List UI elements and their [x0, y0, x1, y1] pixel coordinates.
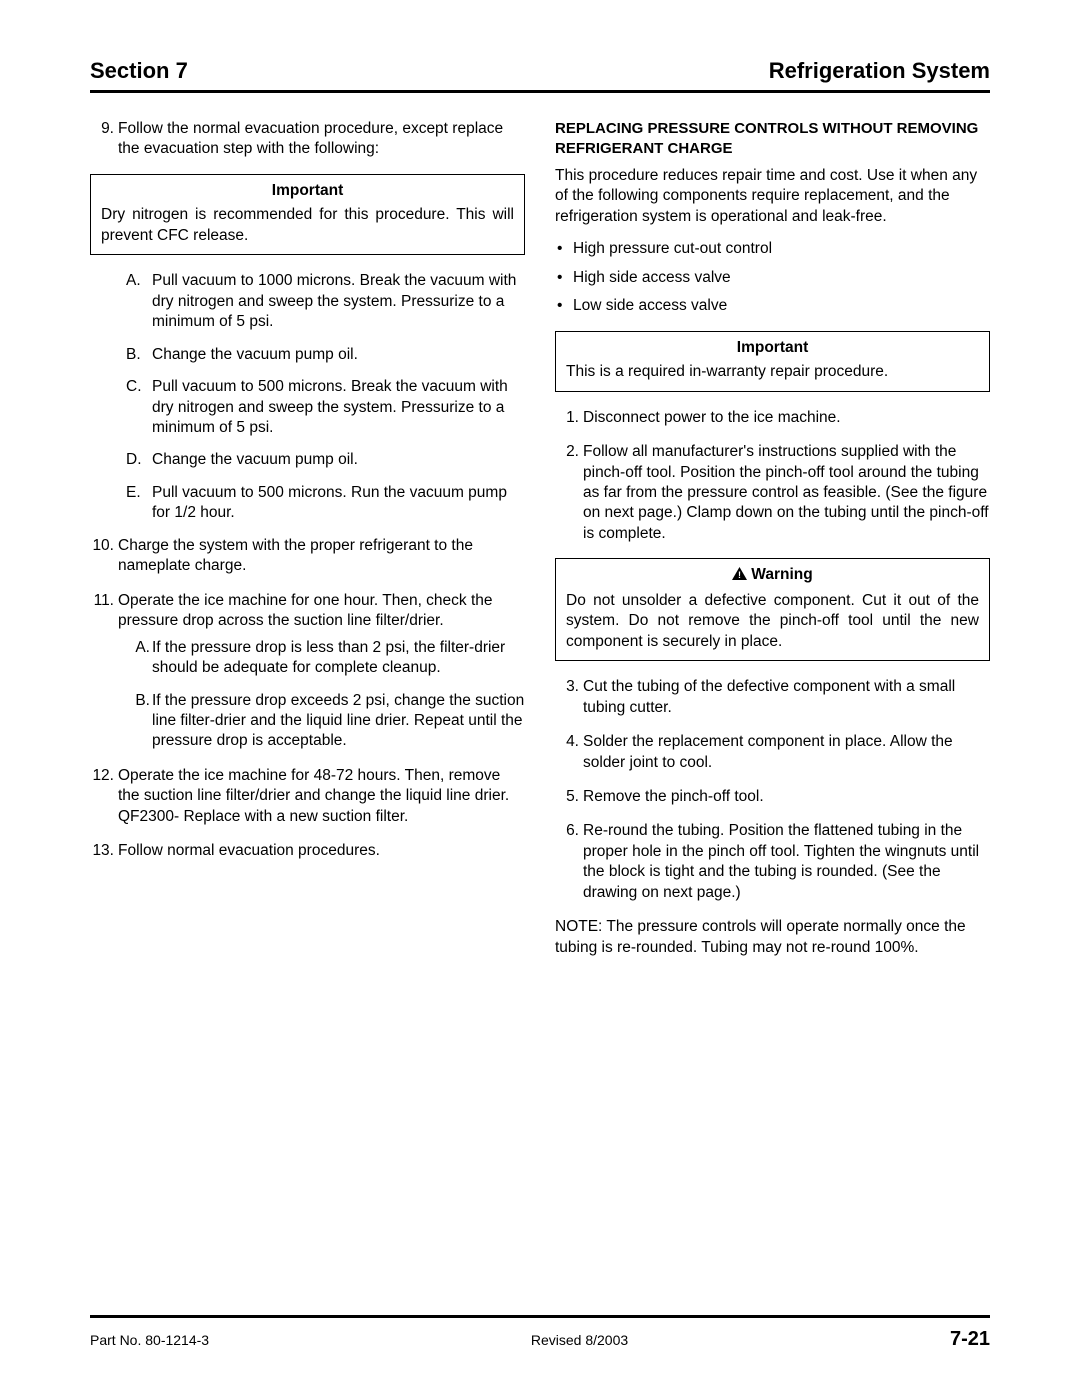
step-r5: 5.Remove the pinch-off tool. — [555, 787, 990, 807]
warning-label: Warning — [751, 566, 812, 583]
step9-sublist: A. Pull vacuum to 1000 microns. Break the… — [118, 271, 525, 524]
subheading: REPLACING PRESSURE CONTROLS WITHOUT REMO… — [555, 119, 990, 158]
list-text: Follow the normal evacuation procedure, … — [118, 120, 503, 157]
bullet-item: High side access valve — [555, 268, 990, 288]
step-9: 9. Follow the normal evacuation procedur… — [90, 119, 525, 160]
page-header: Section 7 Refrigeration System — [90, 58, 990, 93]
list-text: Pull vacuum to 1000 microns. Break the v… — [152, 272, 516, 330]
step-r4: 4.Solder the replacement component in pl… — [555, 732, 990, 773]
step-9b: B. Change the vacuum pump oil. — [126, 345, 525, 365]
list-text: Charge the system with the proper refrig… — [118, 537, 473, 574]
note-paragraph: NOTE: The pressure controls will operate… — [555, 917, 990, 958]
list-marker: A. — [126, 638, 150, 658]
list-text: Pull vacuum to 500 microns. Break the va… — [152, 378, 508, 436]
step-13: 13.Follow normal evacuation procedures. — [90, 841, 525, 861]
step-11b: B.If the pressure drop exceeds 2 psi, ch… — [126, 691, 525, 752]
important-body: Dry nitrogen is recommended for this pro… — [91, 203, 524, 254]
intro-paragraph: This procedure reduces repair time and c… — [555, 166, 990, 227]
step-9a: A. Pull vacuum to 1000 microns. Break the… — [126, 271, 525, 332]
step-9c: C. Pull vacuum to 500 microns. Break the … — [126, 377, 525, 438]
page-footer: Part No. 80-1214-3 Revised 8/2003 7-21 — [90, 1315, 990, 1351]
step-11: 11. Operate the ice machine for one hour… — [90, 591, 525, 752]
list-text: Change the vacuum pump oil. — [152, 451, 358, 468]
step9-sublist-wrap: A. Pull vacuum to 1000 microns. Break the… — [90, 271, 525, 524]
list-text: Follow normal evacuation procedures. — [118, 842, 380, 859]
list-text: Pull vacuum to 500 microns. Run the vacu… — [152, 484, 507, 521]
step-11a: A.If the pressure drop is less than 2 ps… — [126, 638, 525, 679]
list-marker: 1. — [555, 408, 579, 428]
content-columns: 9. Follow the normal evacuation procedur… — [90, 119, 990, 958]
important-box-2: Important This is a required in-warranty… — [555, 331, 990, 392]
step-9d: D. Change the vacuum pump oil. — [126, 450, 525, 470]
list-marker: 4. — [555, 732, 579, 752]
chapter-title: Refrigeration System — [769, 58, 990, 84]
list-marker: 11. — [90, 591, 114, 611]
list-text: Re-round the tubing. Position the flatte… — [583, 822, 979, 900]
list-marker: 3. — [555, 677, 579, 697]
list-text: Remove the pinch-off tool. — [583, 788, 764, 805]
right-ordered-list: 1.Disconnect power to the ice machine. 2… — [555, 408, 990, 545]
step-r1: 1.Disconnect power to the ice machine. — [555, 408, 990, 428]
svg-text:!: ! — [738, 570, 741, 580]
section-label: Section 7 — [90, 58, 188, 84]
bullet-item: High pressure cut-out control — [555, 239, 990, 259]
step-10: 10.Charge the system with the proper ref… — [90, 536, 525, 577]
footer-row: Part No. 80-1214-3 Revised 8/2003 7-21 — [90, 1328, 990, 1351]
list-text: If the pressure drop exceeds 2 psi, chan… — [152, 692, 524, 750]
important-title: Important — [91, 175, 524, 203]
step-r2: 2.Follow all manufacturer's instructions… — [555, 442, 990, 544]
list-marker: 9. — [90, 119, 114, 139]
left-ordered-list-cont: 10.Charge the system with the proper ref… — [90, 536, 525, 862]
list-text: Follow all manufacturer's instructions s… — [583, 443, 989, 542]
warning-body: Do not unsolder a defective component. C… — [556, 589, 989, 660]
warning-icon: ! — [732, 566, 747, 586]
list-marker: 6. — [555, 821, 579, 841]
list-text: Disconnect power to the ice machine. — [583, 409, 841, 426]
list-marker: 12. — [90, 766, 114, 786]
list-marker: 13. — [90, 841, 114, 861]
list-marker: 10. — [90, 536, 114, 556]
step-r3: 3.Cut the tubing of the defective compon… — [555, 677, 990, 718]
right-column: REPLACING PRESSURE CONTROLS WITHOUT REMO… — [555, 119, 990, 958]
page-number: 7-21 — [950, 1328, 990, 1351]
list-marker: E. — [126, 483, 141, 503]
step-r6: 6.Re-round the tubing. Position the flat… — [555, 821, 990, 903]
list-text: Solder the replacement component in plac… — [583, 733, 953, 770]
right-ordered-list-cont: 3.Cut the tubing of the defective compon… — [555, 677, 990, 903]
part-number: Part No. 80-1214-3 — [90, 1332, 209, 1348]
bullet-list: High pressure cut-out control High side … — [555, 239, 990, 316]
list-marker: A. — [126, 271, 141, 291]
bullet-item: Low side access valve — [555, 296, 990, 316]
list-text: Operate the ice machine for 48-72 hours.… — [118, 767, 509, 825]
list-marker: B. — [126, 691, 150, 711]
footer-rule — [90, 1315, 990, 1318]
list-marker: 5. — [555, 787, 579, 807]
list-marker: C. — [126, 377, 142, 397]
left-column: 9. Follow the normal evacuation procedur… — [90, 119, 525, 958]
warning-box: ! Warning Do not unsolder a defective co… — [555, 558, 990, 661]
list-text: Operate the ice machine for one hour. Th… — [118, 592, 493, 629]
important-title: Important — [556, 332, 989, 360]
list-text: Change the vacuum pump oil. — [152, 346, 358, 363]
list-marker: D. — [126, 450, 142, 470]
left-ordered-list: 9. Follow the normal evacuation procedur… — [90, 119, 525, 160]
warning-title: ! Warning — [556, 559, 989, 588]
important-body: This is a required in-warranty repair pr… — [556, 360, 989, 390]
step-9e: E. Pull vacuum to 500 microns. Run the va… — [126, 483, 525, 524]
important-box-1: Important Dry nitrogen is recommended fo… — [90, 174, 525, 255]
list-text: Cut the tubing of the defective componen… — [583, 678, 955, 715]
page: Section 7 Refrigeration System 9. Follow… — [0, 0, 1080, 1397]
step-12: 12.Operate the ice machine for 48-72 hou… — [90, 766, 525, 827]
list-text: If the pressure drop is less than 2 psi,… — [152, 639, 505, 676]
list-marker: B. — [126, 345, 141, 365]
step11-sublist: A.If the pressure drop is less than 2 ps… — [118, 638, 525, 752]
revision-date: Revised 8/2003 — [531, 1332, 628, 1348]
list-marker: 2. — [555, 442, 579, 462]
